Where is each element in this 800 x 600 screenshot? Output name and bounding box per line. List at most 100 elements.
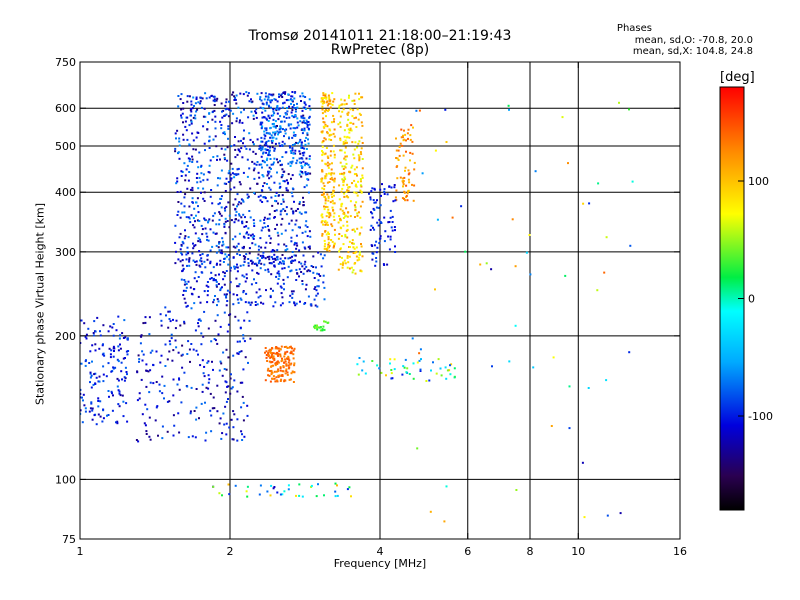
data-point	[234, 198, 237, 201]
data-point	[224, 231, 227, 234]
data-point	[212, 95, 215, 98]
data-point	[326, 125, 329, 128]
data-point	[116, 358, 119, 361]
data-point	[351, 141, 354, 144]
data-point	[272, 93, 275, 96]
data-point	[257, 171, 260, 174]
data-point	[138, 358, 141, 361]
data-point	[317, 326, 320, 329]
data-point	[212, 214, 215, 217]
data-point	[270, 354, 273, 357]
data-point	[235, 120, 238, 123]
data-point	[445, 141, 448, 143]
data-point	[308, 245, 311, 248]
data-point	[322, 193, 325, 195]
data-point	[240, 147, 243, 150]
data-point	[298, 161, 301, 164]
data-point	[485, 262, 488, 265]
data-point	[309, 235, 312, 238]
data-point	[194, 102, 197, 105]
data-point	[271, 371, 274, 374]
data-point	[309, 172, 312, 175]
data-point	[313, 298, 316, 301]
data-point	[278, 353, 281, 356]
data-point	[126, 353, 129, 356]
data-point	[193, 288, 196, 291]
data-point	[359, 151, 362, 154]
data-point	[207, 285, 210, 288]
data-point	[301, 92, 304, 95]
colorbar-tick-label: 0	[748, 293, 755, 306]
data-point	[222, 278, 225, 281]
data-point	[241, 121, 244, 124]
data-point	[240, 350, 243, 353]
data-point	[208, 96, 211, 99]
data-point	[81, 396, 83, 399]
data-point	[286, 373, 289, 376]
data-point	[298, 275, 300, 278]
data-point	[355, 185, 358, 188]
data-point	[265, 159, 268, 162]
data-point	[295, 219, 298, 222]
data-point	[216, 342, 219, 345]
data-point	[345, 102, 348, 105]
data-point	[127, 350, 130, 352]
data-point	[358, 112, 361, 115]
data-point	[358, 159, 361, 162]
data-point	[276, 491, 279, 494]
data-point	[102, 324, 105, 327]
data-point	[419, 370, 422, 372]
data-point	[276, 363, 279, 365]
data-point	[112, 367, 115, 370]
data-point	[174, 147, 177, 150]
data-point	[181, 264, 184, 267]
data-point	[80, 392, 82, 395]
data-point	[165, 314, 167, 317]
data-point	[328, 233, 330, 235]
data-point	[606, 514, 609, 517]
data-point	[268, 354, 270, 357]
data-point	[302, 129, 305, 132]
data-point	[327, 195, 330, 198]
data-point	[227, 246, 230, 249]
data-point	[270, 134, 273, 137]
data-point	[327, 241, 330, 244]
data-point	[207, 221, 209, 224]
data-point	[281, 357, 283, 360]
data-point	[291, 195, 294, 198]
data-point	[189, 360, 191, 363]
data-point	[271, 204, 274, 207]
data-point	[248, 319, 251, 322]
data-point	[255, 108, 258, 111]
data-point	[225, 101, 228, 104]
data-point	[453, 367, 456, 370]
data-point	[216, 384, 219, 387]
data-point	[326, 164, 329, 167]
data-point	[201, 233, 204, 236]
data-point	[275, 109, 278, 112]
data-point	[237, 319, 240, 322]
data-point	[325, 173, 328, 176]
data-point	[396, 177, 399, 180]
data-point	[187, 236, 190, 239]
data-point	[197, 187, 200, 190]
data-point	[109, 353, 112, 356]
data-point	[270, 93, 273, 96]
data-point	[291, 187, 294, 190]
data-point	[287, 99, 290, 102]
data-point	[399, 142, 402, 145]
data-point	[244, 216, 246, 219]
data-point	[279, 493, 282, 496]
data-point	[190, 386, 193, 389]
data-point	[355, 192, 358, 195]
data-point	[324, 93, 327, 96]
data-point	[245, 490, 248, 493]
data-point	[211, 245, 214, 248]
data-point	[267, 172, 270, 175]
data-point	[197, 101, 200, 104]
data-point	[346, 215, 349, 218]
data-point	[183, 371, 186, 374]
data-point	[337, 123, 340, 126]
data-point	[203, 375, 206, 378]
